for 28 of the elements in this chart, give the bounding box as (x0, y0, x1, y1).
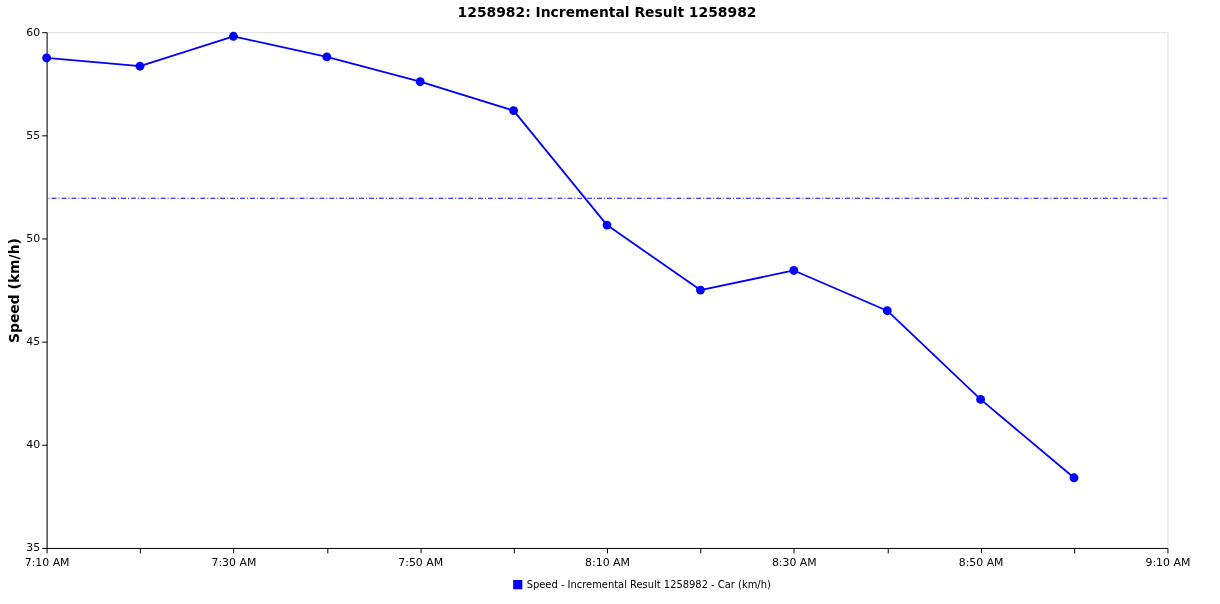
point (882, 306, 892, 316)
point (228, 31, 238, 41)
legend-label: Speed - Incremental Result 1258982 - Car (km/h) (526, 578, 771, 590)
x-tick-label: 8:30 AM (771, 556, 817, 570)
point (322, 52, 332, 62)
y-tick-label: 40 (26, 438, 41, 452)
x-tick-label: 7:10 AM (24, 556, 70, 570)
point (415, 77, 425, 87)
x-tick-label: 9:10 AM (1145, 556, 1191, 570)
x-tick-label: 7:30 AM (211, 556, 257, 570)
point (976, 394, 986, 404)
point (42, 53, 52, 63)
y-tick-label: 60 (26, 25, 41, 39)
point (695, 285, 705, 295)
point (135, 61, 145, 71)
chart-title: 1258982: Incremental Result 1258982 (457, 4, 757, 21)
y-tick-label: 45 (26, 335, 41, 349)
y-tick-label: 50 (26, 231, 41, 245)
y-tick-label: 55 (26, 128, 41, 142)
x-tick-label: 8:50 AM (958, 556, 1004, 570)
point (509, 106, 519, 115)
y-axis-title: Speed (km/h) (6, 238, 23, 343)
y-tick-label: 35 (26, 541, 41, 555)
point (1069, 473, 1079, 483)
point (602, 220, 612, 230)
x-tick-label: 8:10 AM (585, 556, 630, 570)
point (789, 266, 799, 275)
x-tick-label: 7:50 AM (398, 556, 444, 570)
